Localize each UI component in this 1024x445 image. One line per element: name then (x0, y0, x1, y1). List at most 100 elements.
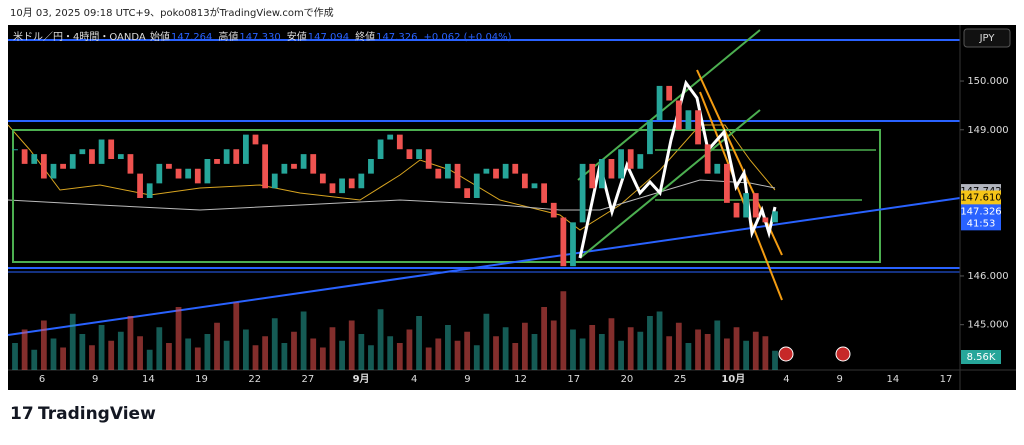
x-tick-label: 20 (621, 374, 634, 385)
range-box (12, 129, 881, 263)
candle (435, 168, 442, 179)
volume-bar (310, 338, 317, 370)
candle (117, 154, 124, 160)
legend-item: 高値 (218, 30, 238, 43)
volume-bar (79, 334, 86, 370)
legend-item: 147.326 (376, 32, 417, 43)
candle (608, 159, 615, 179)
footer-logo: TradingView (38, 404, 156, 424)
trend-line (7, 197, 961, 336)
volume-bar (281, 343, 288, 370)
volume-bar (416, 316, 422, 370)
channel-line (577, 29, 761, 181)
candle (310, 154, 317, 174)
candle (541, 183, 547, 203)
x-tick-label: 17 (567, 374, 580, 385)
volume-bar (377, 309, 384, 370)
y-tick-label: 146.000 (967, 271, 1008, 282)
volume-bar (348, 320, 355, 370)
volume-bar (21, 329, 28, 370)
volume-bar (685, 343, 692, 370)
legend: 始値 147.264 高値 147.330 安値 147.094 終値 147.326 +0.0… (150, 30, 512, 43)
candle (40, 154, 47, 179)
candle (127, 154, 134, 174)
candle (416, 149, 422, 160)
volume-bar (406, 329, 413, 370)
candle (579, 163, 586, 223)
candle (319, 173, 326, 184)
volume-bar (166, 343, 172, 370)
countdown: 41:53 (967, 218, 996, 229)
volume-bar (512, 343, 519, 370)
candle (637, 154, 644, 169)
event-icon[interactable] (835, 346, 851, 362)
zigzag (578, 79, 777, 259)
volume-bar (627, 327, 634, 370)
candle (724, 163, 730, 203)
candle (214, 159, 220, 164)
currency-button-label[interactable]: JPY (979, 33, 996, 44)
legend-item: +0.062 (+0.04%) (423, 32, 511, 43)
volume-bar (60, 347, 66, 370)
volume-bar (464, 331, 471, 370)
x-tick-label: 9 (464, 374, 470, 385)
header: 10月 03, 2025 09:18 UTC+9、poko0813がTradin… (10, 6, 334, 19)
volume-bar (762, 336, 769, 370)
candle (396, 134, 403, 150)
candle (531, 183, 538, 189)
candle (271, 173, 278, 189)
y-tick-label: 150.000 (967, 76, 1008, 87)
volume-tag (961, 350, 1001, 364)
volume-bar (185, 338, 192, 370)
volume-bar (233, 302, 240, 370)
volume-bar (262, 336, 269, 370)
candle (137, 173, 143, 198)
volume-bar (291, 331, 297, 370)
candle (194, 168, 201, 184)
candle (762, 217, 769, 223)
volume-bar (108, 340, 115, 370)
candle (425, 149, 432, 169)
candle (79, 149, 86, 155)
candle (204, 159, 211, 184)
channel-line (579, 109, 761, 259)
candle (368, 159, 374, 174)
candle (675, 100, 682, 130)
volume-bar (319, 347, 326, 370)
volume-bar (598, 334, 605, 370)
volume-bar (40, 320, 47, 370)
footer-icon: 17 (10, 404, 34, 424)
candle (464, 188, 471, 198)
volume-bar (50, 338, 57, 370)
x-tick-label: 9 (836, 374, 842, 385)
x-tick-label: 14 (886, 374, 899, 385)
candle (146, 183, 153, 198)
candle (358, 173, 365, 189)
volume-bar (156, 327, 163, 370)
candle (185, 168, 192, 179)
legend-item: 始値 (150, 30, 170, 43)
event-icon[interactable] (778, 346, 794, 362)
candle (50, 163, 57, 179)
legend-symbol: 米ドル／円・4時間・OANDA (13, 30, 146, 43)
volume-bar (69, 313, 76, 370)
volume-bar (146, 349, 153, 370)
candle (647, 120, 653, 155)
volume-bar (483, 313, 490, 370)
candle (223, 149, 230, 164)
volume-bar (550, 320, 557, 370)
candle (618, 149, 624, 179)
volume-bar (772, 350, 778, 370)
candle (733, 202, 740, 218)
volume-bar (656, 311, 663, 370)
candle (156, 163, 163, 184)
candle (60, 163, 66, 169)
volume-bar (223, 340, 230, 370)
candle (98, 139, 105, 164)
volume-bar (214, 322, 220, 370)
candle (252, 134, 259, 145)
x-tick-label: 10月 (721, 373, 745, 385)
currency-button[interactable] (963, 28, 1011, 48)
volume-bar (743, 340, 750, 370)
x-tick-label: 22 (248, 374, 261, 385)
